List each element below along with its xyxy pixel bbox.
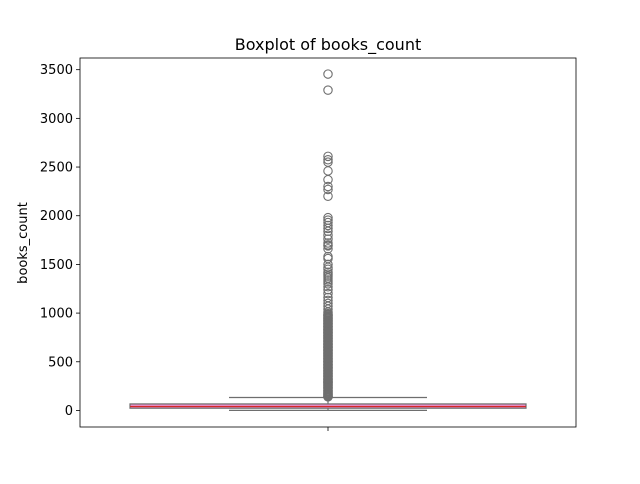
outlier-point [323,212,333,223]
outlier-point [323,279,333,289]
outlier-point [323,244,333,254]
outlier-point [323,251,333,262]
outlier-point [323,85,333,95]
outlier-point [323,166,333,176]
outlier-point [323,308,333,319]
outlier-point [323,234,333,244]
outlier-point [323,259,333,270]
outlier-point [323,220,333,231]
outlier-point [323,226,333,237]
outlier-point [323,230,333,240]
outlier-point [323,223,333,234]
outlier-point [323,288,333,299]
y-tick-label: 1000 [40,307,73,322]
outlier-point [323,69,333,79]
y-tick-label: 500 [48,355,73,370]
y-tick-label: 0 [65,404,73,419]
outlier-point [323,184,333,195]
y-axis-label: books_count [16,202,31,284]
outlier-point [323,181,333,192]
y-tick-label: 2500 [40,161,73,176]
outlier-point [323,154,333,165]
y-tick-label: 1500 [40,258,73,273]
outlier-point [323,241,333,251]
outlier-point [323,174,333,185]
outlier-point [323,282,333,292]
y-tick-label: 3000 [40,112,73,127]
outlier-point [323,151,333,162]
plot-area: 0 500 1000 1500 2000 2500 3000 3500 [40,57,577,431]
y-tick-label: 2000 [40,209,73,224]
y-tick-label: 3500 [40,63,73,78]
outlier-point [323,191,333,202]
outlier-point [323,284,333,295]
chart-title: Boxplot of books_count [235,35,421,55]
